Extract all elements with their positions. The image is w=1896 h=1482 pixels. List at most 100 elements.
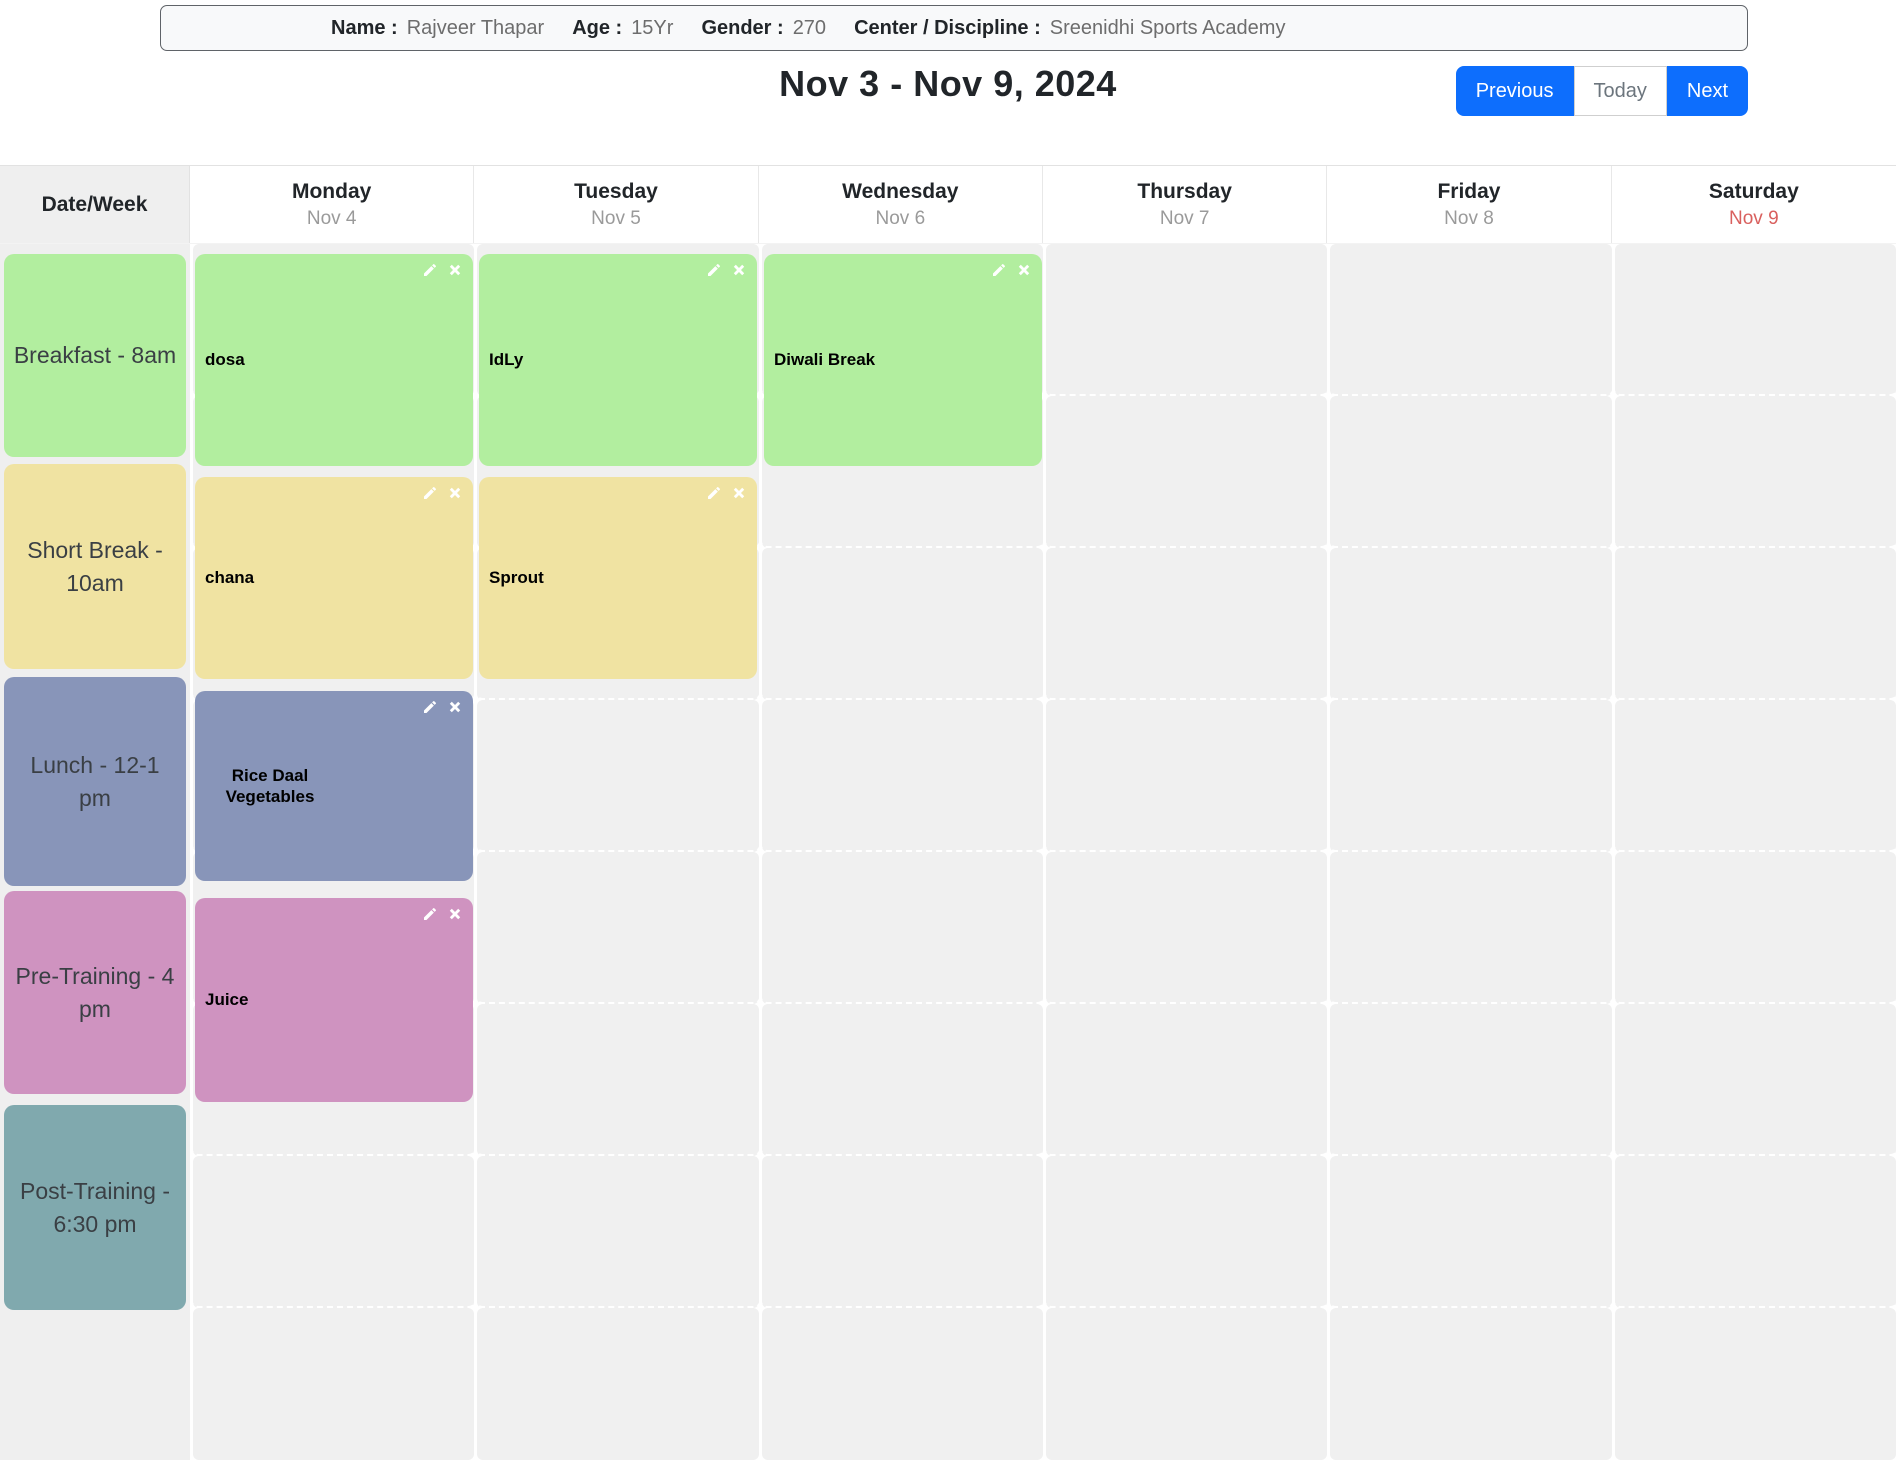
calendar-slot[interactable] bbox=[1330, 852, 1612, 1004]
center-discipline-value: Sreenidhi Sports Academy bbox=[1049, 16, 1286, 39]
calendar-slot[interactable] bbox=[1614, 1004, 1896, 1156]
calendar-slot[interactable] bbox=[1614, 852, 1896, 1004]
center-discipline-label: Center / Discipline : bbox=[854, 16, 1041, 39]
calendar-slot[interactable] bbox=[761, 700, 1043, 852]
event-actions bbox=[706, 485, 747, 501]
calendar-slot[interactable] bbox=[761, 852, 1043, 1004]
edit-icon[interactable] bbox=[422, 699, 438, 715]
calendar-slot[interactable] bbox=[1046, 852, 1328, 1004]
calendar-slot[interactable] bbox=[477, 1004, 759, 1156]
event-title: Sprout bbox=[489, 568, 544, 588]
event-title: Rice Daal Vegetables bbox=[225, 765, 315, 806]
day-header-monday: Monday Nov 4 bbox=[190, 166, 475, 243]
edit-icon[interactable] bbox=[706, 485, 722, 501]
row-header-breakfast: Breakfast - 8am bbox=[4, 254, 186, 457]
calendar-slot[interactable] bbox=[1614, 244, 1896, 396]
calendar-slot[interactable] bbox=[1046, 1308, 1328, 1460]
calendar-slot[interactable] bbox=[1614, 1308, 1896, 1460]
calendar-slot[interactable] bbox=[1046, 396, 1328, 548]
event-sprout[interactable]: Sprout bbox=[479, 477, 757, 679]
event-actions bbox=[706, 262, 747, 278]
calendar-slot[interactable] bbox=[1330, 700, 1612, 852]
gender-value: 270 bbox=[792, 16, 827, 39]
calendar-slot[interactable] bbox=[1046, 1004, 1328, 1156]
calendar-slot[interactable] bbox=[477, 700, 759, 852]
edit-icon[interactable] bbox=[422, 485, 438, 501]
event-actions bbox=[422, 485, 463, 501]
day-header-friday: Friday Nov 8 bbox=[1327, 166, 1612, 243]
day-column-saturday bbox=[1614, 244, 1896, 1460]
edit-icon[interactable] bbox=[991, 262, 1007, 278]
event-actions bbox=[991, 262, 1032, 278]
calendar-slot[interactable] bbox=[1330, 244, 1612, 396]
event-rice-daal-vegetables[interactable]: Rice Daal Vegetables bbox=[195, 691, 473, 881]
navigation-button-group: Previous Today Next bbox=[1455, 66, 1748, 116]
calendar-header: Date/Week Monday Nov 4 Tuesday Nov 5 Wed… bbox=[0, 165, 1896, 244]
calendar-slot[interactable] bbox=[761, 1004, 1043, 1156]
calendar-slot[interactable] bbox=[1046, 700, 1328, 852]
calendar-slot[interactable] bbox=[477, 1156, 759, 1308]
day-column-friday bbox=[1330, 244, 1612, 1460]
date-week-corner: Date/Week bbox=[0, 166, 190, 243]
event-actions bbox=[422, 906, 463, 922]
delete-icon[interactable] bbox=[1016, 262, 1032, 278]
event-actions bbox=[422, 262, 463, 278]
age-label: Age : bbox=[572, 16, 623, 39]
calendar-body: Breakfast - 8am Short Break - 10am Lunch… bbox=[0, 244, 1896, 1479]
calendar-slot[interactable] bbox=[1330, 548, 1612, 700]
edit-icon[interactable] bbox=[422, 906, 438, 922]
delete-icon[interactable] bbox=[447, 262, 463, 278]
calendar-slot[interactable] bbox=[1330, 1004, 1612, 1156]
calendar-slot[interactable] bbox=[193, 1308, 475, 1460]
event-title: dosa bbox=[205, 350, 245, 370]
row-header-post-training: Post-Training - 6:30 pm bbox=[4, 1105, 186, 1310]
calendar-slot[interactable] bbox=[1614, 548, 1896, 700]
calendar-slot[interactable] bbox=[761, 1308, 1043, 1460]
calendar-slot[interactable] bbox=[1046, 548, 1328, 700]
calendar-slot[interactable] bbox=[1046, 1156, 1328, 1308]
delete-icon[interactable] bbox=[447, 699, 463, 715]
edit-icon[interactable] bbox=[422, 262, 438, 278]
calendar-slot[interactable] bbox=[1330, 1308, 1612, 1460]
delete-icon[interactable] bbox=[731, 485, 747, 501]
edit-icon[interactable] bbox=[706, 262, 722, 278]
event-idly[interactable]: IdLy bbox=[479, 254, 757, 466]
day-header-thursday: Thursday Nov 7 bbox=[1043, 166, 1328, 243]
calendar-slot[interactable] bbox=[1614, 1156, 1896, 1308]
toolbar: Nov 3 - Nov 9, 2024 Previous Today Next bbox=[0, 51, 1896, 165]
day-header-wednesday: Wednesday Nov 6 bbox=[758, 166, 1043, 243]
event-dosa[interactable]: dosa bbox=[195, 254, 473, 466]
calendar-slot[interactable] bbox=[477, 1308, 759, 1460]
delete-icon[interactable] bbox=[447, 906, 463, 922]
row-header-short-break: Short Break - 10am bbox=[4, 464, 186, 669]
age-value: 15Yr bbox=[631, 16, 674, 39]
gender-label: Gender : bbox=[701, 16, 784, 39]
calendar-slot[interactable] bbox=[761, 1156, 1043, 1308]
delete-icon[interactable] bbox=[447, 485, 463, 501]
event-diwali-break[interactable]: Diwali Break bbox=[764, 254, 1042, 466]
event-title: chana bbox=[205, 568, 255, 588]
today-button[interactable]: Today bbox=[1573, 66, 1667, 116]
name-value: Rajveer Thapar bbox=[406, 16, 545, 39]
event-chana[interactable]: chana bbox=[195, 477, 473, 679]
event-title: Diwali Break bbox=[774, 350, 876, 370]
calendar-slot[interactable] bbox=[477, 852, 759, 1004]
calendar-slot[interactable] bbox=[761, 548, 1043, 700]
row-header-pre-training: Pre-Training - 4 pm bbox=[4, 891, 186, 1094]
calendar-slot[interactable] bbox=[1614, 396, 1896, 548]
day-header-saturday: Saturday Nov 9 bbox=[1611, 166, 1896, 243]
event-title: Juice bbox=[205, 990, 249, 1010]
delete-icon[interactable] bbox=[731, 262, 747, 278]
calendar-slot[interactable] bbox=[193, 1156, 475, 1308]
previous-button[interactable]: Previous bbox=[1455, 66, 1574, 116]
calendar-slot[interactable] bbox=[1330, 396, 1612, 548]
next-button[interactable]: Next bbox=[1666, 66, 1748, 116]
calendar-slot[interactable] bbox=[1614, 700, 1896, 852]
date-range-title: Nov 3 - Nov 9, 2024 bbox=[779, 63, 1117, 104]
event-juice[interactable]: Juice bbox=[195, 898, 473, 1102]
calendar-slot[interactable] bbox=[1330, 1156, 1612, 1308]
event-actions bbox=[422, 699, 463, 715]
day-header-tuesday: Tuesday Nov 5 bbox=[474, 166, 759, 243]
calendar-slot[interactable] bbox=[1046, 244, 1328, 396]
row-header-lunch: Lunch - 12-1 pm bbox=[4, 677, 186, 886]
